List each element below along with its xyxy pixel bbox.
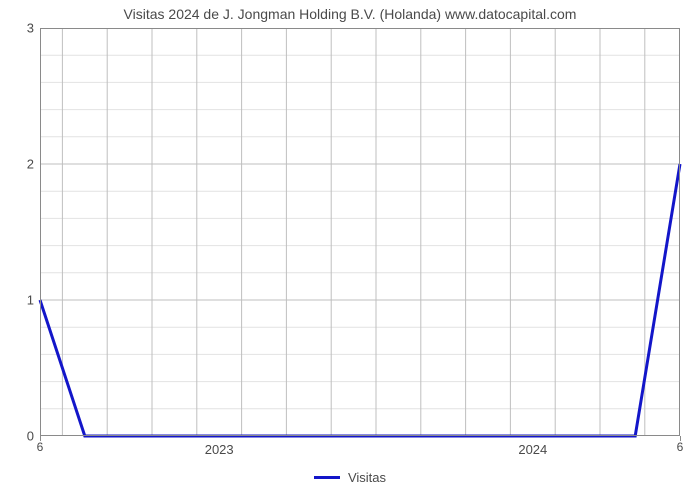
- y-tick-label: 2: [27, 157, 40, 172]
- x-tick-label: 2023: [205, 442, 234, 457]
- y-tick-label: 1: [27, 293, 40, 308]
- y-tick-label: 3: [27, 21, 40, 36]
- legend: Visitas: [0, 470, 700, 485]
- legend-label: Visitas: [348, 470, 386, 485]
- plot-area: 01232023202466: [40, 28, 680, 436]
- x-tick-label: 2024: [518, 442, 547, 457]
- x-edge-label: 6: [37, 436, 44, 454]
- x-edge-label: 6: [677, 436, 684, 454]
- chart-title: Visitas 2024 de J. Jongman Holding B.V. …: [0, 6, 700, 22]
- visits-chart: Visitas 2024 de J. Jongman Holding B.V. …: [0, 0, 700, 500]
- plot-border: [40, 28, 680, 436]
- legend-swatch: [314, 476, 340, 479]
